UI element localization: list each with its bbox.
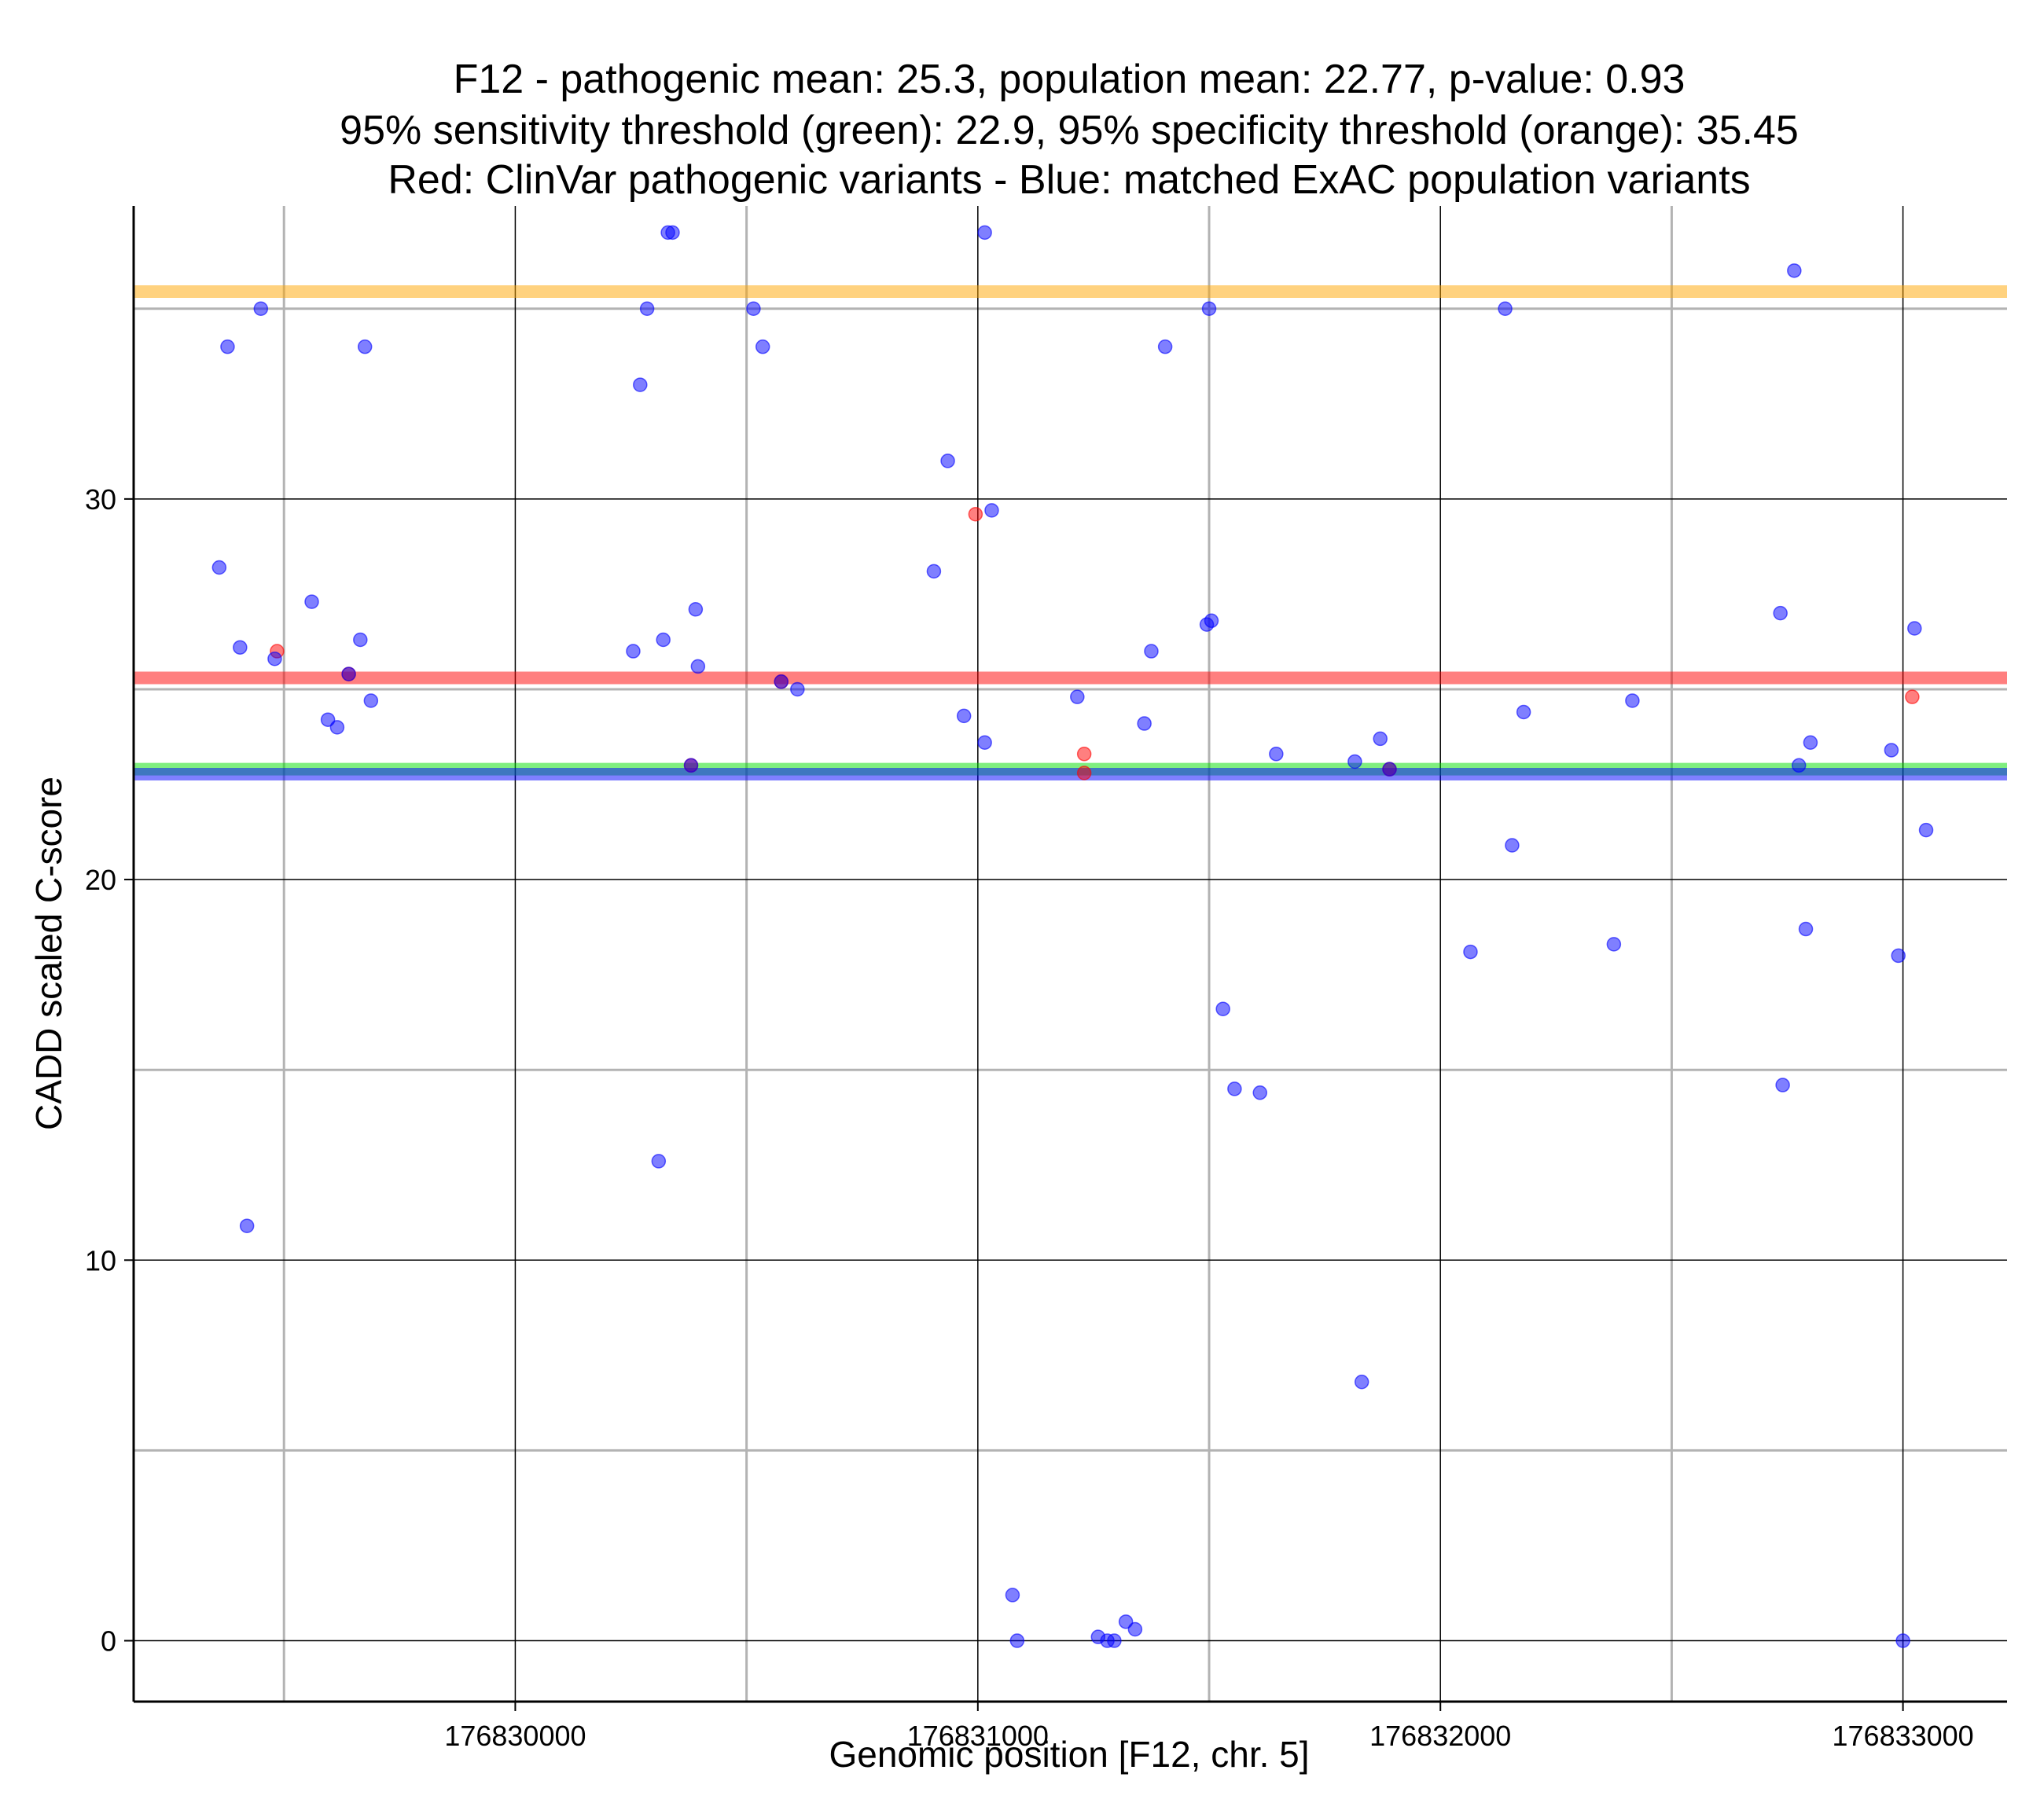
point-1-26 xyxy=(790,681,805,697)
point-1-45 xyxy=(1204,613,1219,629)
point-1-16 xyxy=(651,1154,667,1169)
point-1-17 xyxy=(656,632,671,648)
point-1-8 xyxy=(341,666,356,681)
axes xyxy=(132,206,2007,1703)
point-1-71 xyxy=(1918,822,1934,838)
point-1-49 xyxy=(1252,1085,1267,1100)
point-1-54 xyxy=(1382,762,1397,777)
point-0-5 xyxy=(1076,766,1092,780)
series-1 xyxy=(211,225,1934,1648)
point-1-27 xyxy=(926,564,942,579)
point-0-8 xyxy=(1905,689,1920,704)
point-1-35 xyxy=(1070,689,1085,704)
point-1-22 xyxy=(690,659,706,674)
point-1-30 xyxy=(977,225,992,241)
point-1-65 xyxy=(1798,921,1814,937)
point-1-34 xyxy=(1009,1633,1025,1648)
point-1-62 xyxy=(1775,1078,1790,1092)
point-1-12 xyxy=(363,693,379,708)
point-1-9 xyxy=(329,720,345,735)
point-1-19 xyxy=(665,225,680,241)
point-1-6 xyxy=(304,594,319,609)
y-axis-ticks: 0 10 20 30 xyxy=(85,483,134,1658)
point-0-3 xyxy=(968,506,983,522)
point-1-53 xyxy=(1373,731,1388,747)
point-1-58 xyxy=(1516,704,1531,720)
point-1-47 xyxy=(1215,1001,1230,1016)
point-1-1 xyxy=(220,339,235,354)
point-1-48 xyxy=(1227,1081,1242,1096)
point-1-46 xyxy=(1201,301,1217,316)
x-axis-title: Genomic position [F12, chr. 5] xyxy=(829,1734,1309,1775)
reference-lines xyxy=(134,285,2007,780)
point-1-29 xyxy=(956,708,972,724)
data-points xyxy=(211,225,1934,1648)
point-1-0 xyxy=(211,560,227,575)
point-1-64 xyxy=(1791,758,1807,773)
x-tick-label-2: 176832000 xyxy=(1369,1720,1511,1752)
point-1-11 xyxy=(357,339,373,354)
chart-title: F12 - pathogenic mean: 25.3, population … xyxy=(340,57,1799,203)
point-1-24 xyxy=(755,339,770,354)
point-1-60 xyxy=(1625,693,1640,708)
point-1-2 xyxy=(233,640,248,655)
point-1-68 xyxy=(1891,948,1906,964)
point-1-5 xyxy=(267,651,282,666)
point-1-51 xyxy=(1347,754,1362,769)
x-tick-label-0: 176830000 xyxy=(444,1720,586,1752)
point-1-42 xyxy=(1144,644,1159,659)
chart-title-line-2: 95% sensitivity threshold (green): 22.9,… xyxy=(340,108,1799,153)
point-1-61 xyxy=(1773,605,1788,621)
point-1-67 xyxy=(1884,743,1899,758)
point-1-4 xyxy=(253,301,269,316)
y-axis-title: CADD scaled C-score xyxy=(28,777,69,1130)
point-1-20 xyxy=(683,758,699,773)
point-1-69 xyxy=(1895,1633,1910,1648)
point-1-10 xyxy=(353,632,368,648)
point-1-38 xyxy=(1107,1633,1122,1648)
point-1-33 xyxy=(1005,1588,1020,1603)
chart-title-line-3: Red: ClinVar pathogenic variants - Blue:… xyxy=(388,157,1750,203)
y-tick-label-0: 0 xyxy=(101,1625,116,1658)
x-axis-ticks: 176830000 176831000 176832000 176833000 xyxy=(444,1702,1974,1752)
point-1-56 xyxy=(1498,301,1513,316)
point-1-3 xyxy=(239,1218,255,1233)
point-1-23 xyxy=(746,301,761,316)
point-1-63 xyxy=(1787,263,1802,278)
point-1-57 xyxy=(1505,838,1520,853)
point-1-31 xyxy=(977,735,992,751)
point-1-40 xyxy=(1127,1621,1143,1637)
point-1-32 xyxy=(984,503,999,518)
point-1-7 xyxy=(320,712,336,727)
point-1-70 xyxy=(1907,621,1922,636)
point-1-52 xyxy=(1354,1375,1369,1390)
point-0-4 xyxy=(1076,747,1092,762)
point-1-28 xyxy=(940,454,955,468)
point-1-25 xyxy=(774,674,789,689)
point-1-41 xyxy=(1137,716,1152,731)
point-1-13 xyxy=(626,644,641,659)
y-tick-label-1: 10 xyxy=(85,1244,116,1276)
major-grid xyxy=(134,206,2007,1702)
point-1-15 xyxy=(639,301,655,316)
chart-title-line-1: F12 - pathogenic mean: 25.3, population … xyxy=(454,57,1686,102)
y-tick-label-2: 20 xyxy=(85,864,116,896)
point-1-14 xyxy=(633,377,648,392)
x-tick-label-3: 176833000 xyxy=(1833,1720,1974,1752)
point-1-43 xyxy=(1157,339,1173,354)
x-tick-label-1: 176831000 xyxy=(907,1720,1049,1752)
y-tick-label-3: 30 xyxy=(85,483,116,516)
point-1-50 xyxy=(1269,747,1284,762)
point-1-59 xyxy=(1606,937,1622,952)
point-1-39 xyxy=(1118,1614,1134,1629)
point-1-55 xyxy=(1463,944,1478,960)
minor-grid xyxy=(134,206,2007,1702)
point-1-21 xyxy=(688,602,704,617)
point-1-66 xyxy=(1803,735,1818,751)
